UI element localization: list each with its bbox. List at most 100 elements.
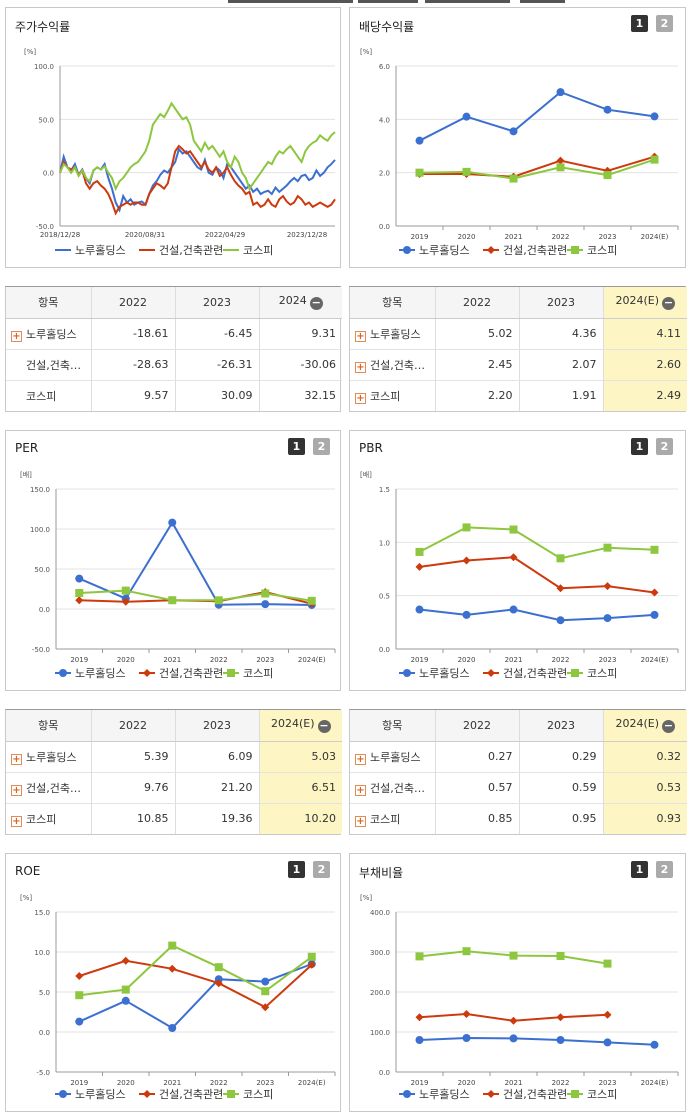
row-label: + 건설,건축… [350, 349, 435, 381]
cell-2024: 32.15 [258, 380, 342, 411]
expand-icon[interactable]: + [11, 815, 22, 827]
page-1-button[interactable]: 1 [288, 861, 305, 878]
expand-icon[interactable]: + [355, 392, 366, 404]
expand-icon[interactable]: + [355, 815, 366, 827]
data-point [556, 1013, 565, 1022]
row-name: 건설,건축… [370, 358, 425, 372]
data-point [121, 597, 130, 606]
page-1-button[interactable]: 1 [631, 861, 648, 878]
legend-marker [403, 246, 411, 254]
row-name: 노루홀딩스 [370, 750, 421, 764]
y-tick-label: 200.0 [370, 989, 390, 997]
table-row: + 코스피 0.85 0.95 0.93 [350, 803, 687, 834]
data-point [415, 605, 424, 614]
legend-marker [487, 246, 495, 254]
page-1-button[interactable]: 1 [288, 438, 305, 455]
table-row: + 코스피 2.20 1.91 2.49 [350, 380, 687, 411]
y-tick-label: 5.0 [39, 989, 50, 997]
header-2022: 2022 [90, 287, 175, 319]
data-point [650, 1040, 659, 1049]
row-name: 노루홀딩스 [370, 327, 421, 341]
page-2-button[interactable]: 2 [656, 438, 673, 455]
axis-unit-label: [%] [24, 48, 36, 56]
collapse-icon[interactable]: − [662, 296, 676, 311]
header-item: 항목 [350, 710, 435, 742]
data-point [415, 1036, 424, 1044]
expand-icon[interactable]: + [355, 361, 366, 373]
expand-icon[interactable]: + [11, 784, 22, 796]
expand-icon[interactable]: + [355, 330, 366, 342]
data-point [121, 956, 130, 965]
data-point [415, 952, 424, 961]
page-2-button[interactable]: 2 [313, 861, 330, 878]
collapse-icon[interactable]: − [309, 296, 323, 311]
collapse-icon[interactable]: − [662, 719, 676, 734]
legend-label: 코스피 [587, 244, 617, 257]
data-point [509, 1034, 518, 1043]
roe-chart: [%]15.0 10.0 5.0 0.0 -5.0 2019 2020 2021 2022 202… [20, 894, 336, 1101]
table-row: + 노루홀딩스 0.27 0.29 0.32 [350, 741, 687, 773]
row-name: 코스피 [370, 812, 401, 826]
header-item: 항목 [6, 710, 91, 742]
row-label: + 코스피 [350, 380, 435, 411]
legend-marker [59, 669, 67, 677]
data-point [509, 951, 518, 960]
legend-label: 노루홀딩스 [419, 1088, 470, 1101]
series-line [59, 144, 336, 216]
top-bar-fragment [520, 0, 565, 3]
y-tick-label: -50.0 [32, 646, 50, 654]
page-2-button[interactable]: 2 [656, 861, 673, 878]
debt-ratio-panel: 부채비율 1 2 [%] 400.0 300.0 200.0 100.0 0.0 2019 2… [349, 853, 686, 1112]
page-1-button[interactable]: 1 [631, 438, 648, 455]
header-2022: 2022 [434, 287, 519, 319]
page-2-button[interactable]: 2 [313, 438, 330, 455]
row-label: 건설,건축… [6, 349, 91, 381]
legend-label: 코스피 [243, 667, 273, 680]
debt-ratio-chart: [%] 400.0 300.0 200.0 100.0 0.0 2019 2020 2021 20… [360, 894, 679, 1101]
expand-icon[interactable]: + [11, 753, 22, 765]
row-name: 노루홀딩스 [26, 750, 77, 764]
cell-2022: 0.27 [434, 741, 519, 773]
x-tick-label: 2022/04/29 [205, 231, 245, 239]
collapse-icon[interactable]: − [317, 719, 331, 734]
series-line [419, 608, 655, 622]
legend-marker [227, 1090, 235, 1098]
data-point [509, 127, 518, 136]
page-1-button[interactable]: 1 [631, 15, 648, 32]
y-tick-label: 15.0 [34, 909, 50, 917]
y-tick-label: 100.0 [34, 63, 54, 71]
cell-2024e: 0.93 [602, 803, 687, 834]
x-tick-label: 2019 [411, 233, 429, 241]
x-tick-label: 2020 [458, 1079, 476, 1087]
top-bar-fragment [358, 0, 418, 3]
data-point [603, 1010, 612, 1019]
table-row: 코스피 9.57 30.09 32.15 [6, 380, 342, 411]
data-point [462, 1010, 471, 1018]
data-point [650, 610, 659, 619]
data-point [415, 1013, 424, 1022]
x-tick-label: 2021 [163, 1079, 181, 1087]
data-point [650, 155, 659, 164]
y-tick-label: 6.0 [379, 63, 390, 71]
data-point [261, 987, 270, 996]
page-2-button[interactable]: 2 [656, 15, 673, 32]
data-point [603, 959, 612, 968]
header-2024: 2024− [258, 287, 342, 319]
series-line [59, 147, 336, 213]
top-bar-fragment [425, 0, 510, 3]
data-point [556, 1036, 565, 1044]
cell-2023: -26.31 [174, 349, 259, 381]
legend-marker [571, 669, 579, 677]
expand-icon[interactable]: + [355, 753, 366, 765]
expand-icon[interactable]: + [11, 330, 22, 342]
y-tick-label: 1.5 [379, 486, 390, 494]
legend-marker [59, 1090, 67, 1098]
data-point [556, 163, 565, 172]
data-point [168, 518, 177, 527]
row-label: + 코스피 [6, 803, 91, 834]
expand-icon[interactable]: + [355, 784, 366, 796]
header-2024e-label: 2024(E) [615, 294, 660, 308]
pbr-panel: PBR 1 2 [배] 1.5 1.0 0.5 0.0 2019 2020 2021 2022 2… [349, 430, 686, 691]
cell-2023: 21.20 [174, 772, 259, 804]
roe-panel: ROE 1 2 [%] 15.0 10.0 5.0 0.0 -5.0 2019 2020 202… [5, 853, 341, 1112]
